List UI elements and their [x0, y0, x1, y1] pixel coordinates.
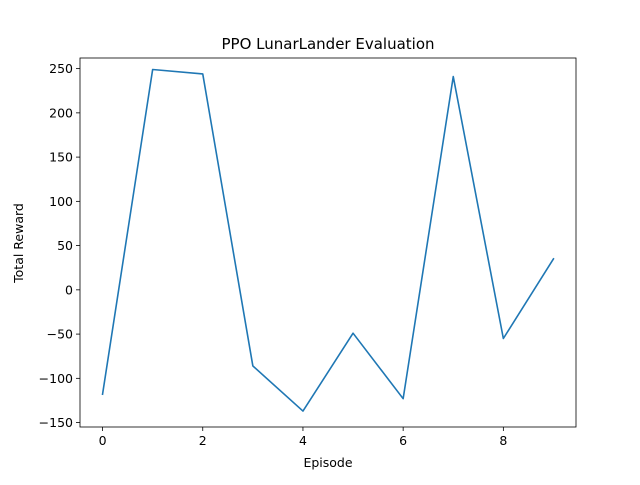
- y-tick-label: −50: [47, 327, 73, 342]
- y-tick-label: 50: [57, 238, 73, 253]
- y-tick-label: 0: [65, 282, 73, 297]
- plot-frame: [79, 57, 577, 428]
- x-tick-label: 0: [99, 433, 107, 448]
- x-tick-label: 2: [199, 433, 207, 448]
- y-tick-label: −100: [39, 371, 73, 386]
- chart-title: PPO LunarLander Evaluation: [221, 35, 434, 53]
- series-line: [101, 68, 555, 412]
- x-tick-label: 6: [399, 433, 407, 448]
- y-tick-label: 200: [49, 105, 73, 120]
- x-tick-label: 4: [299, 433, 307, 448]
- plot-area: [79, 57, 577, 428]
- x-axis: 0 2 4 6 8: [99, 427, 507, 448]
- y-tick-label: 250: [49, 61, 73, 76]
- y-axis-label: Total Reward: [11, 203, 26, 284]
- y-tick-label: −150: [39, 415, 73, 430]
- x-axis-label: Episode: [303, 455, 352, 470]
- series-layer: [101, 68, 555, 412]
- y-tick-label: 100: [49, 194, 73, 209]
- y-tick-label: 150: [49, 150, 73, 165]
- y-axis: −150 −100 −50 0 50 100 150 200 250: [39, 61, 80, 430]
- x-tick-label: 8: [499, 433, 507, 448]
